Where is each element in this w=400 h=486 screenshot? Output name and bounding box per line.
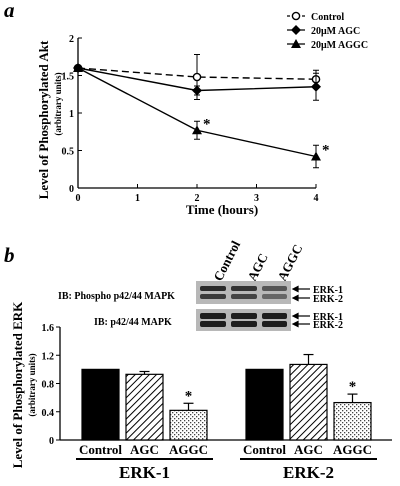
bar-erk-1-control <box>81 368 120 441</box>
band-phospho-aggc-erk2 <box>262 294 287 299</box>
bar-category-label: Control <box>243 442 286 457</box>
line-x-tick-label: 2 <box>195 193 200 204</box>
blot-lane-label-agc: AGC <box>244 251 270 284</box>
legend-marker-control <box>291 11 301 21</box>
line-ylabel: Level of Phosphorylated Akt <box>36 40 51 199</box>
band-label-total-erk2: ERK-2 <box>313 320 343 331</box>
western-blot: Control AGC AGGC IB: Phospho p42/44 MAPK… <box>58 238 343 331</box>
bar-y-tick-label: 0.8 <box>42 380 55 391</box>
legend-marker-20-m-agc <box>291 25 301 35</box>
bar-erk-2-control <box>245 368 284 441</box>
bar-y-tick-label: 1.2 <box>42 351 55 362</box>
bar-plot-area: 0 0.4 0.8 1.2 1.6 Control AGC * AGGC ERK-1 Control… <box>42 323 392 482</box>
line-x-tick-label: 3 <box>254 193 259 204</box>
band-phospho-agc-erk1 <box>231 286 257 291</box>
bar-category-label: AGGC <box>169 442 208 457</box>
band-total-agc-erk2 <box>231 321 257 327</box>
panel-letter-b: b <box>4 243 15 267</box>
ib-label-total: IB: p42/44 MAPK <box>94 317 172 328</box>
bar-ylabel-sub: (arbitrary units) <box>27 353 37 416</box>
data-point-control <box>192 72 202 82</box>
bar-erk-2-agc <box>289 363 328 441</box>
line-xlabel: Time (hours) <box>186 202 258 217</box>
data-point-20-m-aggc <box>73 63 83 72</box>
series-line-control <box>77 67 317 80</box>
data-point-20-m-agc <box>311 81 321 92</box>
line-y-tick-label: 2 <box>69 34 74 45</box>
band-total-control-erk1 <box>200 313 226 319</box>
bar-significance-erk-1: * <box>185 388 193 404</box>
band-phospho-agc-erk2 <box>231 294 257 299</box>
bar-category-label: Control <box>79 442 122 457</box>
line-x-tick-label: 0 <box>76 193 81 204</box>
bar-erk-1-aggc <box>169 409 208 441</box>
bar-y-tick-label: 0 <box>49 436 54 447</box>
group-label-erk-1: ERK-1 <box>119 463 170 482</box>
blot-lane-label-aggc: AGGC <box>274 242 305 284</box>
band-phospho-control-erk2 <box>200 294 226 299</box>
band-total-aggc-erk1 <box>262 313 287 319</box>
band-label-phospho-erk2: ERK-2 <box>313 294 343 305</box>
data-point-20-m-aggc <box>192 125 202 135</box>
line-y-tick-label: 1 <box>69 109 74 120</box>
significance-marker: * <box>203 116 211 132</box>
line-ylabel-sub: (arbitrary units) <box>53 72 63 135</box>
bar-category-label: AGC <box>130 442 159 457</box>
band-phospho-aggc-erk1 <box>262 286 287 291</box>
bar-y-tick-label: 1.6 <box>42 323 55 334</box>
line-legend: Control 20μM AGC 20μM AGGC <box>287 11 368 51</box>
data-point-20-m-aggc <box>311 151 321 161</box>
band-label-total-erk1: ERK-1 <box>313 312 343 323</box>
blot-strip-total <box>196 309 291 331</box>
significance-marker: * <box>322 143 330 159</box>
band-total-agc-erk1 <box>231 313 257 319</box>
ib-label-phospho: IB: Phospho p42/44 MAPK <box>58 291 175 302</box>
bar-category-label: AGGC <box>333 442 372 457</box>
data-point-20-m-agc <box>192 85 202 96</box>
bar-y-tick-label: 0.4 <box>42 408 55 419</box>
group-label-erk-2: ERK-2 <box>283 463 334 482</box>
line-x-tick-label: 1 <box>135 193 140 204</box>
band-total-control-erk2 <box>200 321 226 327</box>
blot-strip-phospho <box>196 281 291 304</box>
band-label-phospho-erk1: ERK-1 <box>313 285 343 296</box>
bar-significance-erk-2: * <box>349 379 357 395</box>
legend-label-20-m-aggc: 20μM AGGC <box>311 40 368 51</box>
legend-label-20-m-agc: 20μM AGC <box>311 26 360 37</box>
band-total-aggc-erk2 <box>262 321 287 327</box>
legend-marker-20-m-aggc <box>291 39 301 48</box>
line-y-tick-label: 0.5 <box>62 147 75 158</box>
line-plot-area: 0 0.5 1 1.5 2 0 1 2 3 4 * * <box>62 34 330 204</box>
panel-letter-a: a <box>4 0 15 22</box>
line-y-tick-label: 0 <box>69 184 74 195</box>
bar-category-label: AGC <box>294 442 323 457</box>
bar-ylabel: Level of Phosphorylated ERK <box>10 301 25 468</box>
line-y-tick-label: 1.5 <box>62 72 75 83</box>
legend-label-control: Control <box>311 12 344 23</box>
band-arrows <box>291 285 310 328</box>
bar-erk-1-agc <box>125 373 164 441</box>
bar-erk-2-aggc <box>333 401 372 441</box>
band-phospho-control-erk1 <box>200 286 226 291</box>
blot-lane-label-control: Control <box>210 238 243 284</box>
line-x-tick-label: 4 <box>314 193 319 204</box>
